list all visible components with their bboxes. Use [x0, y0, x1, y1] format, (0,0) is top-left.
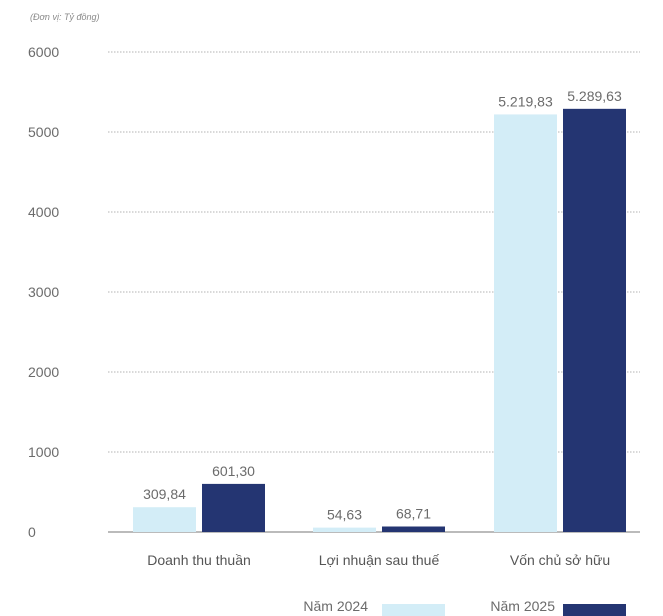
legend: Năm 2024 Năm 2025: [303, 598, 626, 616]
data-label: 309,84: [143, 486, 186, 502]
y-tick-label: 5000: [28, 124, 59, 140]
unit-note: (Đơn vị: Tỷ đồng): [30, 12, 99, 22]
legend-swatch: [563, 604, 626, 616]
y-tick-label: 0: [28, 524, 36, 540]
bar: [202, 483, 265, 532]
y-tick-label: 2000: [28, 364, 59, 380]
y-tick-label: 6000: [28, 44, 59, 60]
x-category-label: Doanh thu thuần: [147, 552, 251, 568]
legend-label: Năm 2025: [490, 598, 555, 614]
bar: [563, 108, 626, 533]
x-category-label: Vốn chủ sở hữu: [510, 552, 610, 568]
gridlines: [108, 51, 640, 533]
bar: [494, 114, 557, 532]
y-axis: 0 1000 2000 3000 4000 5000 6000: [28, 44, 59, 540]
data-label: 601,30: [212, 463, 255, 479]
x-axis: Doanh thu thuần Lợi nhuận sau thuế Vốn chủ…: [147, 552, 610, 568]
y-tick-label: 3000: [28, 284, 59, 300]
bar: [382, 526, 445, 532]
bar: [313, 527, 376, 532]
y-tick-label: 1000: [28, 444, 59, 460]
data-label: 5.219,83: [498, 93, 553, 109]
y-tick-label: 4000: [28, 204, 59, 220]
legend-swatch: [382, 604, 445, 616]
x-category-label: Lợi nhuận sau thuế: [319, 552, 440, 568]
legend-label: Năm 2024: [303, 598, 368, 614]
bar: [133, 507, 196, 532]
bars: 309,84 601,30 54,63 68,71 5.219,83 5.289,63: [133, 88, 626, 533]
data-label: 68,71: [396, 506, 431, 522]
data-label: 5.289,63: [567, 88, 622, 104]
data-label: 54,63: [327, 507, 362, 523]
